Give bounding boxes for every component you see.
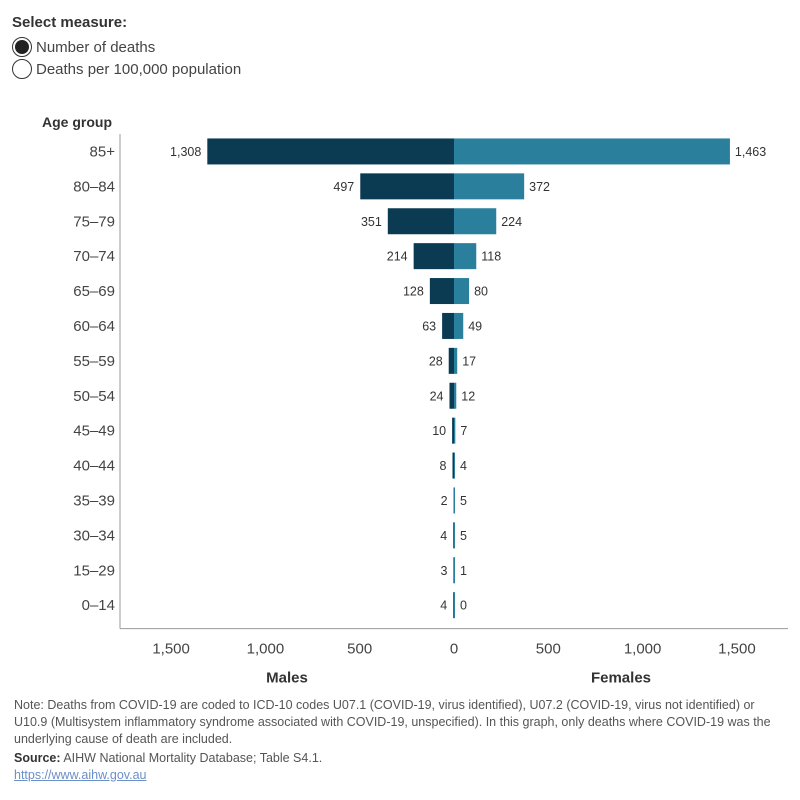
radio-deaths-per-100000[interactable]: Deaths per 100,000 population xyxy=(12,59,241,79)
bar-males xyxy=(453,592,455,619)
data-label-males: 214 xyxy=(387,250,408,264)
data-label-males: 351 xyxy=(361,215,382,229)
bar-females xyxy=(454,312,464,339)
x-axis-title-males: Males xyxy=(266,670,308,685)
measure-selector-title: Select measure: xyxy=(12,14,128,31)
bar-females xyxy=(454,243,477,270)
category-label: 40–44 xyxy=(73,458,115,475)
source-text: AIHW National Mortality Database; Table … xyxy=(60,751,323,765)
data-label-females: 1 xyxy=(460,564,467,578)
bar-males xyxy=(387,208,454,235)
data-label-males: 10 xyxy=(432,424,446,438)
data-label-females: 7 xyxy=(460,424,467,438)
x-tick-label-males: 0 xyxy=(450,641,458,658)
radio-number-of-deaths[interactable]: Number of deaths xyxy=(12,37,155,57)
data-label-females: 1,463 xyxy=(735,145,766,159)
chart-source: Source: AIHW National Mortality Database… xyxy=(14,751,322,765)
data-label-males: 3 xyxy=(440,564,447,578)
data-label-males: 128 xyxy=(403,285,424,299)
category-label: 50–54 xyxy=(73,388,115,405)
data-label-females: 118 xyxy=(481,250,501,264)
bar-females xyxy=(454,452,455,479)
data-label-females: 80 xyxy=(474,285,488,299)
x-tick-label-males: 1,000 xyxy=(247,641,285,658)
data-label-females: 12 xyxy=(461,389,475,403)
data-label-females: 372 xyxy=(529,180,550,194)
bar-males xyxy=(207,138,454,165)
data-label-females: 5 xyxy=(460,494,467,508)
data-label-males: 2 xyxy=(441,494,448,508)
category-label: 60–64 xyxy=(73,318,115,335)
data-label-females: 224 xyxy=(501,215,522,229)
bar-females xyxy=(454,347,458,374)
bar-females xyxy=(454,138,730,165)
bar-males xyxy=(360,173,454,200)
bar-females xyxy=(454,592,455,619)
radio-label-deaths-per-100000: Deaths per 100,000 population xyxy=(36,60,242,78)
category-label: 35–39 xyxy=(73,492,115,509)
data-label-males: 497 xyxy=(333,180,354,194)
category-label: 45–49 xyxy=(73,423,115,440)
category-label: 80–84 xyxy=(73,178,115,195)
data-label-males: 1,308 xyxy=(170,145,201,159)
category-label: 75–79 xyxy=(73,213,115,230)
bar-males xyxy=(453,522,455,549)
category-label: 70–74 xyxy=(73,248,115,265)
chart-note: Note: Deaths from COVID-19 are coded to … xyxy=(14,698,771,746)
data-label-females: 0 xyxy=(460,599,467,613)
bar-females xyxy=(454,417,456,444)
x-tick-label-males: 1,500 xyxy=(152,641,190,658)
data-label-females: 4 xyxy=(460,459,467,473)
x-tick-label-females: 1,500 xyxy=(718,641,756,658)
bar-females xyxy=(454,208,497,235)
bar-females xyxy=(454,382,457,409)
category-label: 0–14 xyxy=(82,597,115,614)
category-label: 65–69 xyxy=(73,283,115,300)
data-label-males: 4 xyxy=(440,599,447,613)
y-axis-title: Age group xyxy=(42,114,112,130)
data-label-males: 28 xyxy=(429,354,443,368)
data-label-males: 63 xyxy=(422,319,436,333)
data-label-males: 24 xyxy=(430,389,444,403)
bar-females xyxy=(454,278,470,305)
data-label-males: 8 xyxy=(440,459,447,473)
bar-males xyxy=(453,557,455,584)
bar-males xyxy=(452,417,454,444)
bar-males xyxy=(413,243,454,270)
x-tick-label-males: 500 xyxy=(347,641,372,658)
x-tick-label-females: 500 xyxy=(536,641,561,658)
data-label-males: 4 xyxy=(440,529,447,543)
data-label-females: 5 xyxy=(460,529,467,543)
category-label: 55–59 xyxy=(73,353,115,370)
bar-males xyxy=(442,312,454,339)
radio-selected-icon[interactable] xyxy=(12,37,32,57)
category-label: 30–34 xyxy=(73,527,115,544)
bar-males xyxy=(449,382,454,409)
data-label-females: 17 xyxy=(462,354,476,368)
bar-females xyxy=(454,487,455,514)
radio-label-number-of-deaths: Number of deaths xyxy=(36,38,156,56)
data-label-females: 49 xyxy=(468,319,482,333)
bar-males xyxy=(452,452,454,479)
category-label: 85+ xyxy=(90,143,116,160)
radio-unselected-icon[interactable] xyxy=(12,59,32,79)
category-label: 15–29 xyxy=(73,562,115,579)
x-tick-label-females: 1,000 xyxy=(624,641,662,658)
aihw-link[interactable]: https://www.aihw.gov.au xyxy=(14,768,147,782)
bar-males xyxy=(448,347,454,374)
bar-females xyxy=(454,557,455,584)
bar-females xyxy=(454,173,525,200)
x-axis-title-females: Females xyxy=(591,670,651,685)
bar-males xyxy=(429,278,454,305)
bar-females xyxy=(454,522,455,549)
source-label: Source: xyxy=(14,751,61,765)
